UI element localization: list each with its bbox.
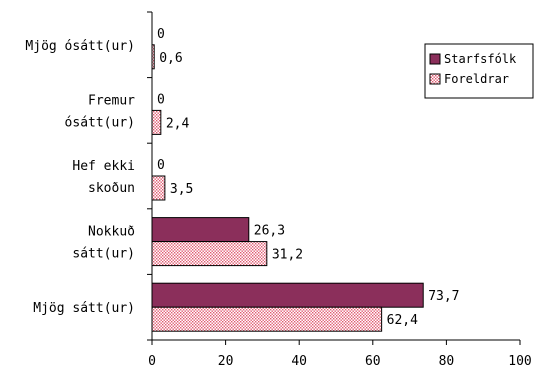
data-label: 0 xyxy=(157,158,165,173)
bar-foreldrar xyxy=(151,306,383,332)
x-tick-label: 60 xyxy=(365,354,381,369)
x-tick-label: 20 xyxy=(218,354,234,369)
bar-foreldrar xyxy=(151,241,268,267)
category-label: skoðun xyxy=(88,181,135,196)
category-label: Nokkuð xyxy=(88,225,135,240)
bar-foreldrar xyxy=(151,175,166,201)
bar-starfsfolk xyxy=(151,217,250,243)
category-label: sátt(ur) xyxy=(72,247,135,262)
bar-foreldrar xyxy=(151,44,155,70)
x-tick-label: 40 xyxy=(291,354,307,369)
data-label: 0 xyxy=(157,92,165,107)
x-tick-label: 80 xyxy=(439,354,455,369)
category-labels: Mjög ósátt(ur) Fremur ósátt(ur) Hef ekki sko… xyxy=(25,39,135,316)
x-tick-label: 0 xyxy=(148,354,156,369)
x-tick-labels: 0 20 40 60 80 100 xyxy=(148,354,532,369)
category-label: Mjög ósátt(ur) xyxy=(25,39,135,54)
data-label: 0 xyxy=(157,27,165,42)
legend-label: Foreldrar xyxy=(444,72,509,86)
bar-foreldrar xyxy=(151,109,162,135)
category-label: Mjög sátt(ur) xyxy=(33,301,135,316)
legend-label: Starfsfólk xyxy=(444,52,517,66)
data-label: 26,3 xyxy=(254,224,285,239)
data-label: 62,4 xyxy=(387,313,418,328)
bars xyxy=(151,44,424,332)
category-label: Hef ekki xyxy=(72,159,135,174)
legend: Starfsfólk Foreldrar xyxy=(424,43,534,99)
data-label: 2,4 xyxy=(166,116,190,131)
legend-swatch-foreldrar xyxy=(429,73,441,85)
category-label: Fremur xyxy=(88,93,135,108)
data-labels: 00,602,403,526,331,273,762,4 xyxy=(157,27,460,328)
x-tick-label: 100 xyxy=(508,354,531,369)
legend-box xyxy=(424,43,534,99)
data-label: 31,2 xyxy=(272,248,303,263)
bar-starfsfolk xyxy=(151,282,424,308)
data-label: 73,7 xyxy=(428,289,459,304)
legend-swatch-starfsfolk xyxy=(429,53,441,65)
data-label: 0,6 xyxy=(159,51,182,66)
category-label: ósátt(ur) xyxy=(65,115,135,130)
data-label: 3,5 xyxy=(170,182,193,197)
